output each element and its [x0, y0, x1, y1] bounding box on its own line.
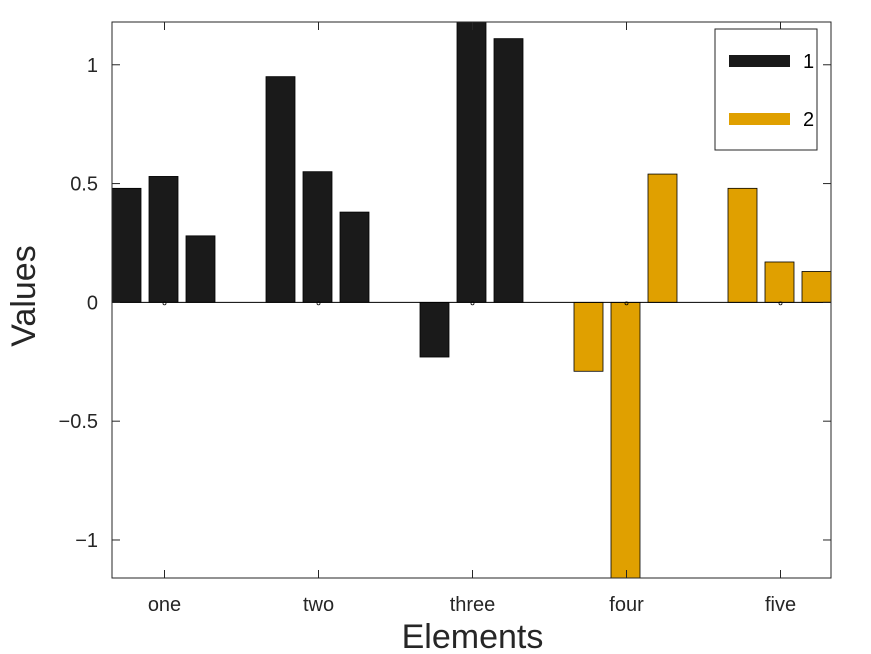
x-tick-label-two: two: [303, 594, 334, 616]
legend-label-series-1: 1: [803, 51, 814, 73]
bar-three-1: [419, 301, 450, 358]
bar-one-1: [111, 187, 142, 303]
y-axis-title: Values: [5, 245, 43, 346]
y-tick-label: −0.5: [59, 411, 98, 433]
category-marker: [624, 301, 629, 306]
bars-layer: [111, 21, 832, 579]
bar-three-3: [493, 38, 524, 303]
bar-five-3: [801, 271, 832, 303]
bar-four-3: [647, 173, 678, 303]
y-tick-label: 1: [87, 55, 98, 77]
y-tick-label: 0: [87, 292, 98, 314]
y-tick-label: 0.5: [70, 174, 98, 196]
bar-five-1: [727, 187, 758, 303]
bar-one-3: [185, 235, 216, 303]
category-marker: [778, 301, 783, 306]
x-tick-label-one: one: [148, 594, 181, 616]
bar-one-2: [148, 176, 179, 303]
x-axis-title: Elements: [402, 618, 544, 654]
plot-frame: [111, 21, 832, 579]
category-marker: [470, 301, 475, 306]
bar-five-2: [764, 261, 795, 303]
category-marker: [316, 301, 321, 306]
bar-four-2: [610, 301, 641, 579]
bar-two-1: [265, 76, 296, 303]
ticks-layer: 1 0.5 0 −0.5 −1 one two three four five: [59, 22, 831, 616]
legend-swatch-series-1: [729, 55, 790, 67]
bar-three-2: [456, 21, 487, 303]
y-tick-label: −1: [75, 530, 98, 552]
category-marker: [162, 301, 167, 306]
legend: 1 2: [714, 28, 818, 151]
x-tick-label-four: four: [609, 594, 644, 616]
legend-swatch-series-2: [729, 113, 790, 125]
legend-label-series-2: 2: [803, 109, 814, 131]
x-tick-label-three: three: [450, 594, 496, 616]
legend-box: [714, 28, 818, 151]
bar-two-3: [339, 211, 370, 303]
bar-four-1: [573, 301, 604, 372]
bar-two-2: [302, 171, 333, 303]
x-tick-label-five: five: [765, 594, 796, 616]
